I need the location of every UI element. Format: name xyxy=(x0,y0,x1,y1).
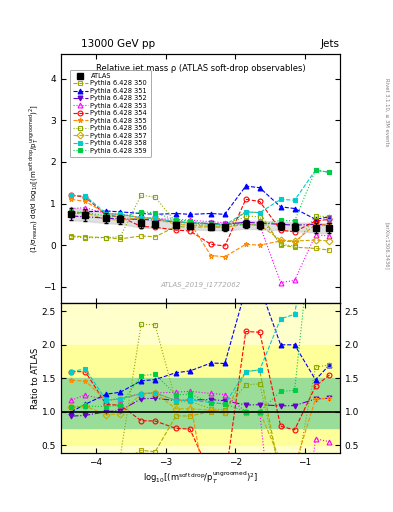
Text: Jets: Jets xyxy=(321,38,340,49)
Text: 13000 GeV pp: 13000 GeV pp xyxy=(81,38,155,49)
Legend: ATLAS, Pythia 6.428 350, Pythia 6.428 351, Pythia 6.428 352, Pythia 6.428 353, P: ATLAS, Pythia 6.428 350, Pythia 6.428 35… xyxy=(70,70,151,157)
X-axis label: log$_{10}$[(m$^{\rm soft\,drop}$/p$_T^{\rm ungroomed}$)$^2$]: log$_{10}$[(m$^{\rm soft\,drop}$/p$_T^{\… xyxy=(143,470,258,486)
Y-axis label: Ratio to ATLAS: Ratio to ATLAS xyxy=(31,348,40,409)
Text: [arXiv:1306.3436]: [arXiv:1306.3436] xyxy=(385,222,389,270)
Text: Relative jet mass ρ (ATLAS soft-drop observables): Relative jet mass ρ (ATLAS soft-drop obs… xyxy=(95,64,305,73)
Bar xyxy=(61,345,340,445)
Y-axis label: (1/σ$_{\rm resum}$) dσ/d log$_{10}$[(m$^{\rm soft\,drop}$/p$_T^{\rm ungroomed}$): (1/σ$_{\rm resum}$) dσ/d log$_{10}$[(m$^… xyxy=(28,104,41,253)
Text: ATLAS_2019_I1772062: ATLAS_2019_I1772062 xyxy=(160,282,241,288)
Text: Rivet 3.1.10, ≥ 3M events: Rivet 3.1.10, ≥ 3M events xyxy=(385,78,389,147)
Bar xyxy=(61,378,340,429)
